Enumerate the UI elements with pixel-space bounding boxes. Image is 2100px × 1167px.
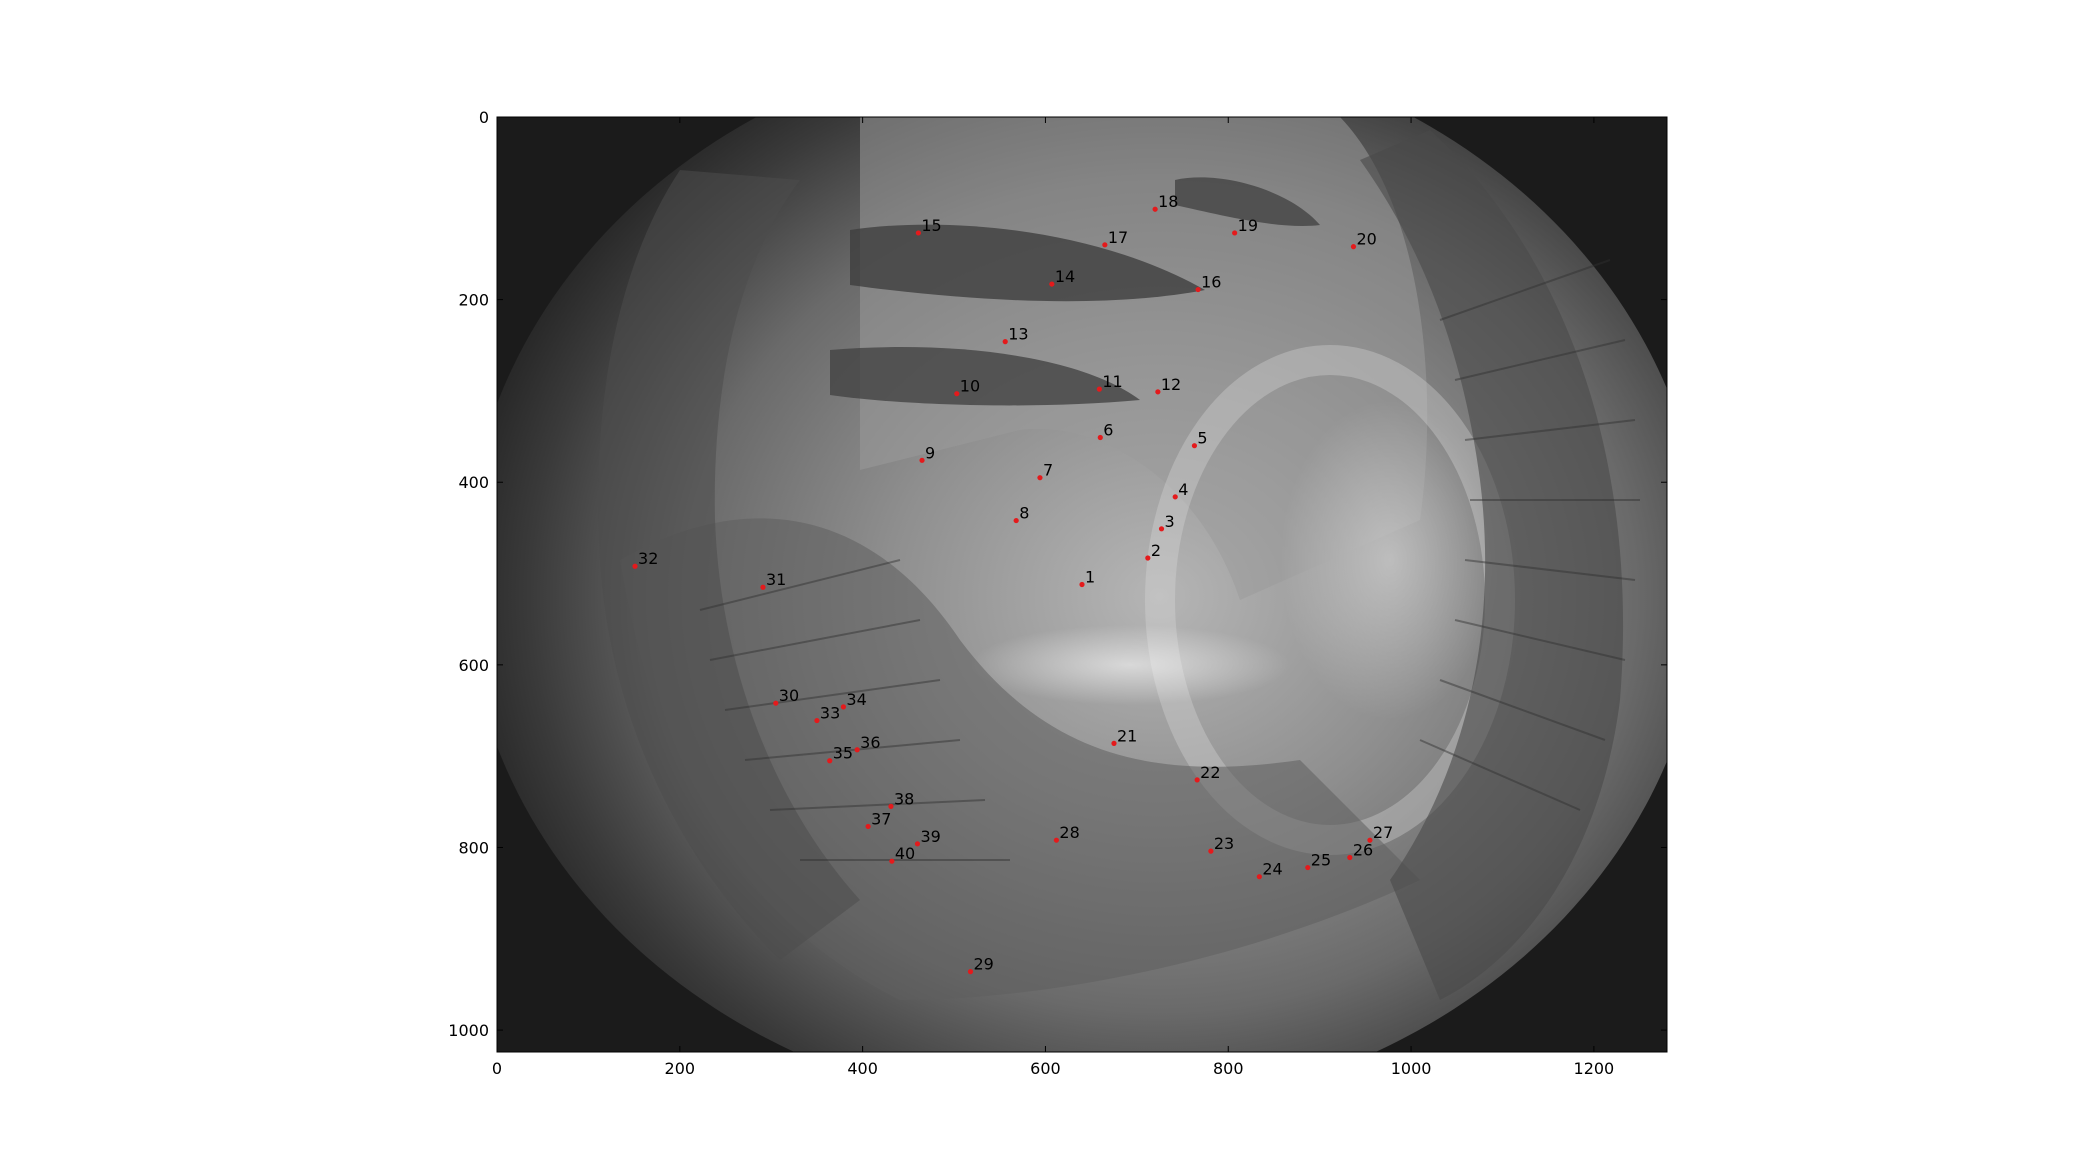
point-label-33: 33	[820, 704, 840, 723]
point-label-35: 35	[833, 744, 853, 763]
point-marker-40	[889, 858, 895, 864]
point-label-11: 11	[1102, 372, 1122, 391]
point-marker-14	[1049, 281, 1055, 287]
point-marker-6	[1097, 434, 1103, 441]
point-label-4: 4	[1178, 480, 1188, 499]
x-axis: 0 200 400 600 800 1000 1200	[492, 117, 1614, 1078]
point-marker-31	[760, 584, 766, 590]
point-label-29: 29	[973, 955, 993, 974]
point-label-17: 17	[1108, 228, 1128, 247]
point-label-37: 37	[871, 809, 891, 828]
point-marker-20	[1350, 244, 1357, 250]
point-marker-37	[865, 823, 871, 830]
point-label-13: 13	[1008, 325, 1028, 344]
point-marker-5	[1191, 443, 1198, 449]
point-marker-30	[773, 700, 779, 706]
y-tick-label: 400	[458, 473, 489, 492]
point-marker-15	[915, 230, 921, 236]
point-marker-34	[840, 704, 847, 710]
point-label-2: 2	[1151, 541, 1161, 560]
x-tick-label: 0	[492, 1059, 502, 1078]
y-tick-label: 600	[458, 656, 489, 675]
plot-frame	[496, 116, 1668, 1053]
point-label-22: 22	[1200, 763, 1220, 782]
point-label-8: 8	[1019, 504, 1029, 523]
x-tick-label: 1000	[1391, 1059, 1432, 1078]
point-label-15: 15	[921, 216, 941, 235]
point-marker-28	[1053, 837, 1060, 843]
point-label-32: 32	[638, 549, 658, 568]
x-tick-label: 600	[1030, 1059, 1061, 1078]
point-label-12: 12	[1161, 375, 1181, 394]
x-tick-label: 1200	[1574, 1059, 1615, 1078]
x-tick-label: 400	[847, 1059, 878, 1078]
point-marker-33	[814, 717, 820, 724]
point-marker-19	[1232, 230, 1238, 236]
point-label-19: 19	[1238, 216, 1258, 235]
point-label-16: 16	[1201, 273, 1221, 292]
point-marker-26	[1347, 854, 1353, 861]
point-marker-3	[1158, 526, 1165, 532]
x-tick-label: 200	[665, 1059, 696, 1078]
point-marker-29	[967, 969, 974, 975]
point-marker-39	[914, 841, 921, 847]
point-marker-13	[1002, 339, 1008, 345]
point-marker-32	[632, 563, 638, 569]
point-marker-27	[1367, 837, 1373, 843]
point-marker-21	[1111, 740, 1117, 746]
y-tick-label: 0	[479, 108, 489, 127]
y-tick-label: 1000	[448, 1021, 489, 1040]
point-marker-17	[1102, 242, 1108, 248]
point-label-5: 5	[1197, 429, 1207, 448]
point-marker-8	[1013, 517, 1019, 524]
point-label-21: 21	[1117, 726, 1137, 745]
point-label-10: 10	[960, 377, 980, 396]
y-axis: 0 200 400 600 800 1000	[448, 108, 1667, 1040]
point-marker-7	[1037, 475, 1043, 481]
point-marker-22	[1194, 777, 1200, 783]
point-label-36: 36	[860, 733, 880, 752]
point-label-7: 7	[1043, 461, 1053, 480]
point-marker-23	[1208, 848, 1214, 854]
point-marker-1	[1079, 581, 1085, 588]
point-marker-18	[1152, 206, 1158, 212]
y-tick-label: 800	[458, 838, 489, 857]
point-label-27: 27	[1373, 823, 1393, 842]
point-label-26: 26	[1353, 841, 1373, 860]
point-label-30: 30	[779, 686, 799, 705]
y-tick-label: 200	[458, 291, 489, 310]
point-label-31: 31	[766, 570, 786, 589]
point-label-9: 9	[925, 443, 935, 462]
point-label-20: 20	[1356, 230, 1376, 249]
point-marker-2	[1145, 555, 1151, 561]
point-marker-9	[919, 457, 925, 463]
point-label-14: 14	[1055, 267, 1075, 286]
point-label-3: 3	[1165, 512, 1175, 531]
point-label-6: 6	[1103, 420, 1113, 439]
point-marker-36	[854, 747, 860, 753]
point-label-39: 39	[920, 827, 940, 846]
point-marker-16	[1195, 286, 1201, 293]
point-label-1: 1	[1085, 568, 1095, 587]
point-marker-35	[827, 758, 833, 764]
point-label-25: 25	[1311, 851, 1331, 870]
point-marker-24	[1256, 874, 1262, 880]
point-marker-12	[1155, 389, 1161, 395]
point-label-18: 18	[1158, 192, 1178, 211]
point-label-38: 38	[894, 789, 914, 808]
point-label-24: 24	[1262, 860, 1282, 879]
point-marker-25	[1305, 864, 1311, 871]
point-marker-38	[888, 803, 894, 809]
point-marker-4	[1172, 494, 1178, 500]
point-marker-11	[1096, 386, 1102, 392]
point-marker-10	[954, 391, 960, 397]
point-label-34: 34	[846, 690, 866, 709]
x-tick-label: 800	[1213, 1059, 1244, 1078]
point-label-23: 23	[1214, 834, 1234, 853]
point-label-40: 40	[895, 844, 915, 863]
point-label-28: 28	[1059, 823, 1079, 842]
